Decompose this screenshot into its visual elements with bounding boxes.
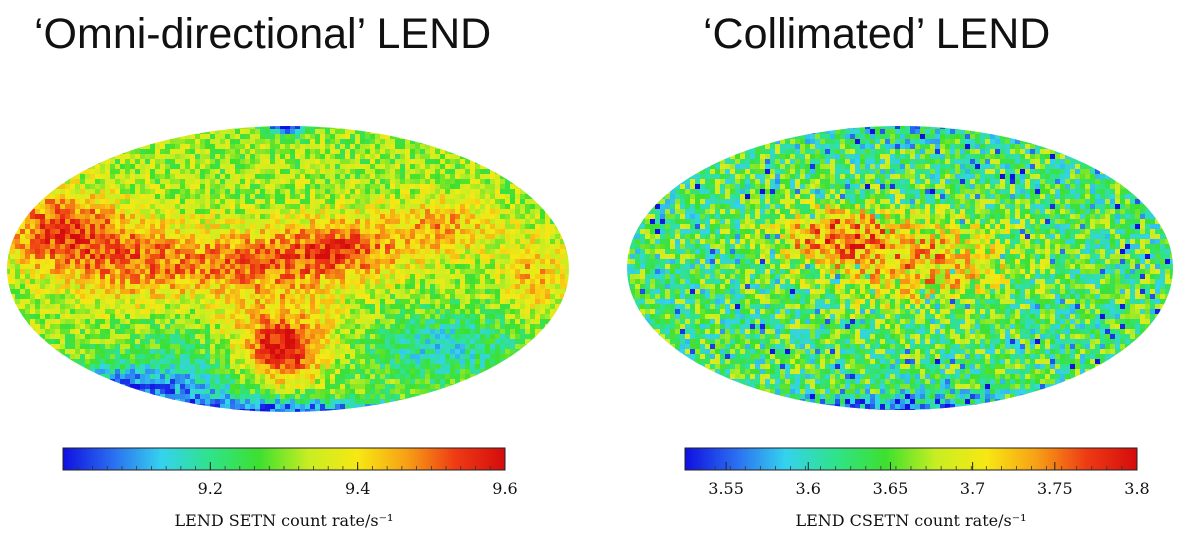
colorbar-tick-label: 3.7 [960, 479, 985, 498]
colorbar-tick-label: 3.65 [873, 479, 909, 498]
map-pixels [7, 126, 569, 412]
colorbar-tick-label: 3.75 [1037, 479, 1073, 498]
right-panel-title: ‘Collimated’ LEND [703, 10, 1051, 58]
colorbar-tick-label: 3.8 [1124, 479, 1149, 498]
colorbar-tick-label: 9.6 [492, 479, 517, 498]
left-panel-title: ‘Omni-directional’ LEND [34, 10, 492, 58]
map-pixels [627, 126, 1173, 410]
colorbar-axis-label: LEND SETN count rate/s⁻¹ [175, 511, 394, 530]
colorbar-axis-label: LEND CSETN count rate/s⁻¹ [795, 511, 1026, 530]
colorbar-tick-label: 3.6 [796, 479, 821, 498]
collimated-map [627, 126, 1173, 410]
colorbar-tick-label: 9.2 [198, 479, 223, 498]
colorbar-tick-label: 3.55 [708, 479, 744, 498]
colorbar-tick-label: 9.4 [345, 479, 370, 498]
collimated-colorbar: 3.55 3.6 3.65 3.7 3.75 3.8 LEND CSETN count ra… [684, 447, 1150, 530]
omni-directional-map [7, 126, 569, 412]
omni-colorbar: 9.2 9.4 9.6 LEND SETN count rate/s⁻¹ [62, 447, 518, 530]
